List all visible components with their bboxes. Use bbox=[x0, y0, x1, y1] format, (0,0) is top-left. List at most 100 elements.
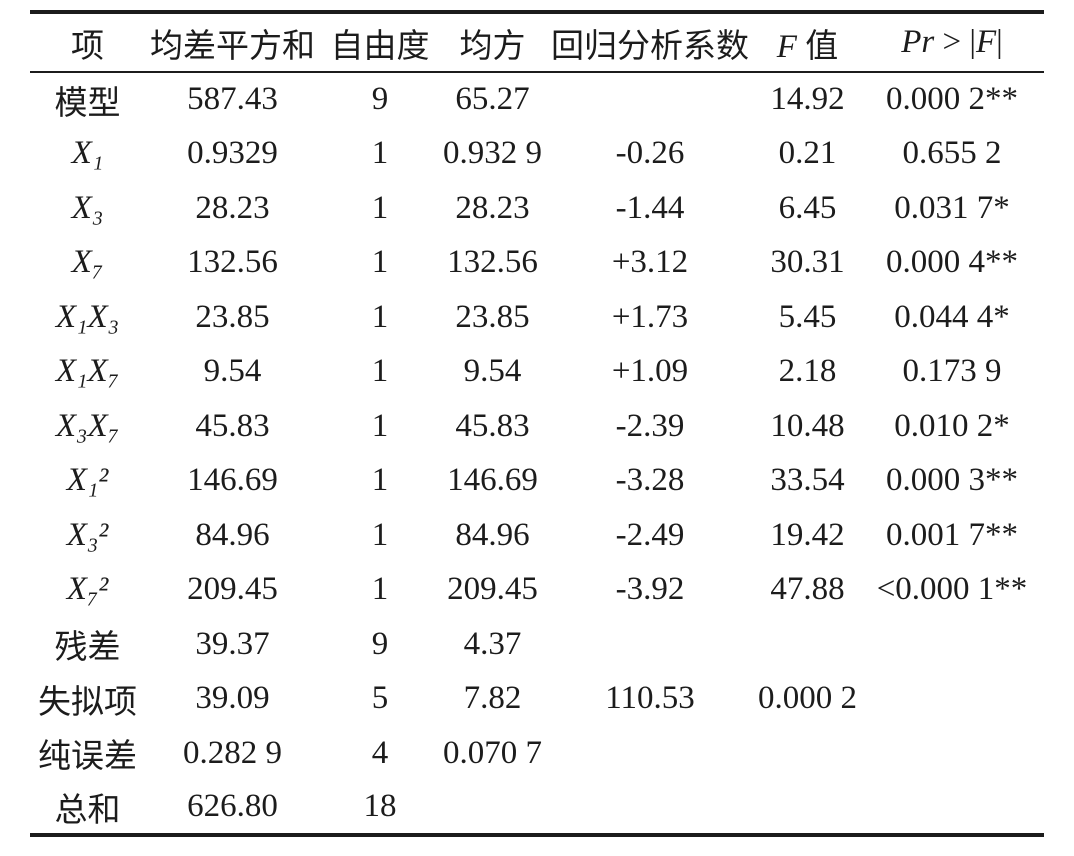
value-cell: 9.54 bbox=[203, 353, 262, 390]
value-cell: 132.56 bbox=[187, 244, 278, 281]
anova-table: 项均差平方和 自由度 均方 回归分析系数 F 值 Pr > |F| 模型 587.43 9 65… bbox=[30, 10, 1044, 837]
header-text: 值 bbox=[796, 28, 839, 65]
value-cell: 1 bbox=[371, 516, 389, 553]
item-cell: X₁² bbox=[66, 462, 109, 499]
value-cell: +1.09 bbox=[611, 353, 689, 390]
value-cell: 0.070 7 bbox=[443, 734, 542, 771]
column-header-coef: 回归分析系数 bbox=[545, 12, 755, 72]
value-cell: 0.282 9 bbox=[183, 734, 282, 771]
value-cell: 626.80 bbox=[187, 788, 278, 825]
value-cell bbox=[860, 617, 1044, 672]
value-cell: 1 bbox=[371, 244, 389, 281]
table-row: X₁² 146.69 1 146.69 -3.28 33.54 0.000 3** bbox=[30, 454, 1044, 509]
value-cell bbox=[545, 72, 755, 127]
value-cell: 47.88 bbox=[770, 571, 845, 608]
header-text: F bbox=[776, 28, 797, 65]
item-cell: 失拟项 bbox=[38, 684, 137, 721]
value-cell: 10.48 bbox=[770, 407, 845, 444]
value-cell: 84.96 bbox=[455, 516, 530, 553]
value-cell bbox=[440, 781, 545, 836]
value-cell bbox=[860, 672, 1044, 727]
value-cell: 9 bbox=[371, 81, 389, 118]
header-text: 自由度 bbox=[330, 28, 430, 65]
value-cell: 0.932 9 bbox=[443, 135, 542, 172]
value-cell bbox=[545, 617, 755, 672]
value-cell: 0.000 4** bbox=[886, 244, 1018, 281]
value-cell: -2.49 bbox=[615, 516, 685, 553]
value-cell bbox=[860, 781, 1044, 836]
table-row: X₁ 0.9329 1 0.932 9 -0.26 0.21 0.655 2 bbox=[30, 127, 1044, 182]
value-cell: 23.85 bbox=[195, 298, 270, 335]
column-header-f: F 值 bbox=[755, 12, 860, 72]
value-cell: 5.45 bbox=[778, 298, 837, 335]
table-row: X₁X₃ 23.85 1 23.85 +1.73 5.45 0.044 4* bbox=[30, 290, 1044, 345]
item-cell: X₇ bbox=[71, 244, 104, 281]
table-row: X₇ 132.56 1 132.56 +3.12 30.31 0.000 4** bbox=[30, 236, 1044, 291]
value-cell: 45.83 bbox=[455, 407, 530, 444]
header-row: 项均差平方和 自由度 均方 回归分析系数 F 值 Pr > |F| bbox=[30, 12, 1044, 72]
value-cell: 0.010 2* bbox=[894, 407, 1010, 444]
column-header-pr: Pr > |F| bbox=[860, 12, 1044, 72]
value-cell: 33.54 bbox=[770, 462, 845, 499]
value-cell: 84.96 bbox=[195, 516, 270, 553]
value-cell: 18 bbox=[363, 788, 397, 825]
item-cell: 纯误差 bbox=[38, 739, 137, 776]
value-cell: 1 bbox=[371, 135, 389, 172]
item-cell: X₇² bbox=[66, 571, 109, 608]
item-cell: X₁X₃ bbox=[55, 298, 120, 335]
value-cell: -2.39 bbox=[615, 407, 685, 444]
item-cell: 残差 bbox=[54, 630, 121, 667]
value-cell: 1 bbox=[371, 571, 389, 608]
value-cell: 0.173 9 bbox=[902, 353, 1002, 390]
value-cell: 6.45 bbox=[778, 189, 837, 226]
value-cell: 39.37 bbox=[195, 625, 270, 662]
value-cell: 1 bbox=[371, 462, 389, 499]
header-text: 均差平方和 bbox=[150, 28, 315, 65]
value-cell: 39.09 bbox=[195, 680, 270, 717]
value-cell: 1 bbox=[371, 353, 389, 390]
value-cell: 587.43 bbox=[187, 81, 278, 118]
item-cell: X₁ bbox=[71, 135, 104, 172]
table-row: X₁X₇ 9.54 1 9.54 +1.09 2.18 0.173 9 bbox=[30, 345, 1044, 400]
table-row: X₃² 84.96 1 84.96 -2.49 19.42 0.001 7** bbox=[30, 508, 1044, 563]
header-text: Pr bbox=[901, 24, 935, 60]
value-cell: 1 bbox=[371, 189, 389, 226]
item-cell: 模型 bbox=[54, 85, 121, 122]
value-cell: 19.42 bbox=[770, 516, 845, 553]
value-cell: +1.73 bbox=[611, 298, 689, 335]
item-cell: X₁X₇ bbox=[55, 353, 120, 390]
value-cell: 45.83 bbox=[195, 407, 270, 444]
value-cell: +3.12 bbox=[611, 244, 689, 281]
value-cell: 110.53 bbox=[605, 680, 695, 717]
value-cell: 0.655 2 bbox=[902, 135, 1002, 172]
value-cell: -0.26 bbox=[615, 135, 685, 172]
table-row: 纯误差 0.282 9 4 0.070 7 bbox=[30, 726, 1044, 781]
value-cell: 0.000 3** bbox=[886, 462, 1018, 499]
table-row: X₃X₇ 45.83 1 45.83 -2.39 10.48 0.010 2* bbox=[30, 399, 1044, 454]
value-cell: 0.001 7** bbox=[886, 516, 1018, 553]
value-cell bbox=[755, 781, 860, 836]
value-cell: 0.044 4* bbox=[894, 298, 1010, 335]
value-cell bbox=[860, 726, 1044, 781]
column-header-ms: 均方 bbox=[440, 12, 545, 72]
table-header: 项均差平方和 自由度 均方 回归分析系数 F 值 Pr > |F| bbox=[30, 12, 1044, 72]
value-cell bbox=[545, 781, 755, 836]
value-cell: 209.45 bbox=[187, 571, 278, 608]
table-row: 总和 626.80 18 bbox=[30, 781, 1044, 836]
header-text: 均方 bbox=[459, 28, 526, 65]
value-cell: 1 bbox=[371, 407, 389, 444]
value-cell: 7.82 bbox=[463, 680, 522, 717]
header-text: 回归分析系数 bbox=[551, 28, 749, 65]
value-cell: -3.92 bbox=[615, 571, 685, 608]
value-cell: 4.37 bbox=[463, 625, 522, 662]
table-row: 残差 39.37 9 4.37 bbox=[30, 617, 1044, 672]
value-cell: 9 bbox=[371, 625, 389, 662]
item-cell: 总和 bbox=[54, 792, 121, 829]
value-cell: 1 bbox=[371, 298, 389, 335]
value-cell: 14.92 bbox=[770, 81, 845, 118]
table-row: 模型 587.43 9 65.27 14.92 0.000 2** bbox=[30, 72, 1044, 127]
value-cell: 9.54 bbox=[463, 353, 522, 390]
value-cell: 0.000 2** bbox=[886, 81, 1018, 118]
header-text: | bbox=[996, 24, 1003, 60]
